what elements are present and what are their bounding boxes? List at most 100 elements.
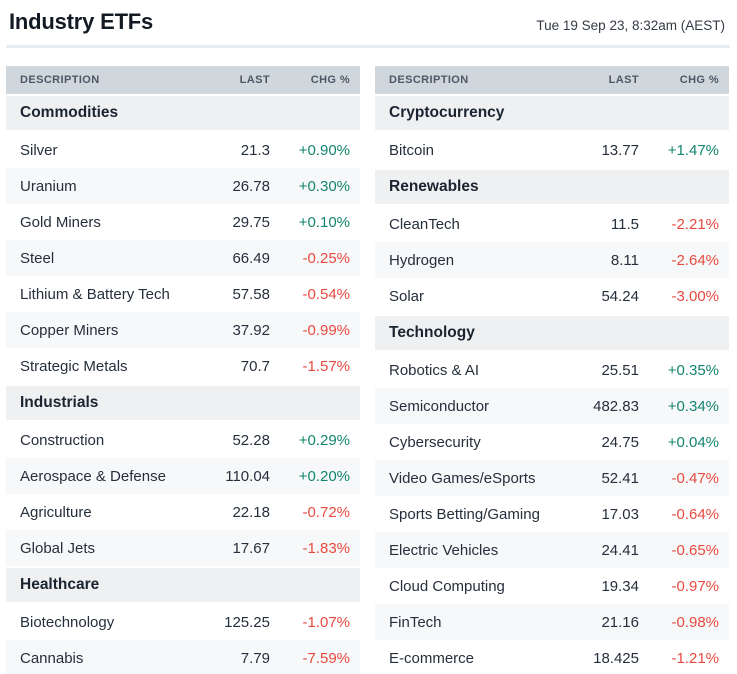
etf-description: Hydrogen: [389, 251, 455, 269]
etf-description: Cannabis: [20, 649, 84, 667]
etf-last-value: 11.5: [610, 215, 639, 233]
etf-row[interactable]: Cybersecurity 24.75 +0.04%: [375, 424, 729, 460]
etf-row[interactable]: E-commerce 18.425 -1.21%: [375, 640, 729, 674]
etf-change-percent: -0.72%: [302, 503, 350, 521]
etf-row[interactable]: Electric Vehicles 24.41 -0.65%: [375, 532, 729, 568]
section-label: Technology: [389, 324, 475, 341]
section-row: Healthcare: [6, 568, 360, 602]
etf-last-value: 7.79: [240, 649, 270, 667]
etf-change-percent: +0.35%: [667, 361, 719, 379]
column-header-description[interactable]: DESCRIPTION: [389, 74, 469, 86]
etf-change-percent: -0.64%: [671, 505, 719, 523]
etf-description: Global Jets: [20, 539, 96, 557]
etf-row[interactable]: Sports Betting/Gaming 17.03 -0.64%: [375, 496, 729, 532]
etf-row[interactable]: Strategic Metals 70.7 -1.57%: [6, 348, 360, 384]
etf-last-value: 54.24: [601, 287, 639, 305]
etf-last-value: 66.49: [232, 249, 270, 267]
section-label: Industrials: [20, 394, 99, 411]
etf-description: Cloud Computing: [389, 577, 505, 595]
etf-last-value: 21.3: [240, 141, 270, 159]
etf-row[interactable]: Solar 54.24 -3.00%: [375, 278, 729, 314]
etf-description: Gold Miners: [20, 213, 101, 231]
etf-description: CleanTech: [389, 215, 460, 233]
column-header-chg[interactable]: CHG %: [310, 74, 350, 86]
etf-change-percent: -3.00%: [671, 287, 719, 305]
etf-row[interactable]: Gold Miners 29.75 +0.10%: [6, 204, 360, 240]
etf-change-percent: +1.47%: [667, 141, 719, 159]
section-label: Cryptocurrency: [389, 104, 505, 121]
etf-change-percent: +0.10%: [298, 213, 350, 231]
etf-change-percent: -0.25%: [302, 249, 350, 267]
etf-description: Bitcoin: [389, 141, 435, 159]
etf-change-percent: -2.21%: [671, 215, 719, 233]
etf-change-percent: -0.47%: [671, 469, 719, 487]
section-label: Renewables: [389, 178, 479, 195]
etf-row[interactable]: Semiconductor 482.83 +0.34%: [375, 388, 729, 424]
etf-last-value: 52.41: [601, 469, 639, 487]
etf-row[interactable]: Hydrogen 8.11 -2.64%: [375, 242, 729, 278]
section-row: Technology: [375, 316, 729, 350]
column-header-description[interactable]: DESCRIPTION: [20, 74, 100, 86]
etf-last-value: 17.03: [601, 505, 639, 523]
table-body: Cryptocurrency Bitcoin 13.77 +1.47% Renewabl…: [375, 96, 729, 674]
etf-description: Robotics & AI: [389, 361, 480, 379]
etf-description: FinTech: [389, 613, 442, 631]
etf-description: Silver: [20, 141, 58, 159]
etf-row[interactable]: Copper Miners 37.92 -0.99%: [6, 312, 360, 348]
etf-row[interactable]: Cloud Computing 19.34 -0.97%: [375, 568, 729, 604]
etf-row[interactable]: Lithium & Battery Tech 57.58 -0.54%: [6, 276, 360, 312]
etf-row[interactable]: Agriculture 22.18 -0.72%: [6, 494, 360, 530]
etf-last-value: 25.51: [601, 361, 639, 379]
etf-change-percent: +0.90%: [298, 141, 350, 159]
etf-change-percent: +0.04%: [667, 433, 719, 451]
etf-row[interactable]: Aerospace & Defense 110.04 +0.20%: [6, 458, 360, 494]
etf-row[interactable]: CleanTech 11.5 -2.21%: [375, 206, 729, 242]
column-header-last[interactable]: LAST: [608, 74, 639, 86]
etf-change-percent: -0.54%: [302, 285, 350, 303]
etf-row[interactable]: Video Games/eSports 52.41 -0.47%: [375, 460, 729, 496]
etf-description: E-commerce: [389, 649, 475, 667]
column-header-last[interactable]: LAST: [239, 74, 270, 86]
etf-description: Sports Betting/Gaming: [389, 505, 540, 523]
etf-description: Steel: [20, 249, 55, 267]
page-title: Industry ETFs: [9, 9, 154, 34]
section-row: Industrials: [6, 386, 360, 420]
etf-description: Construction: [20, 431, 105, 449]
column-header-chg[interactable]: CHG %: [679, 74, 719, 86]
etf-description: Strategic Metals: [20, 357, 128, 375]
etf-change-percent: +0.30%: [298, 177, 350, 195]
etf-row[interactable]: Steel 66.49 -0.25%: [6, 240, 360, 276]
etf-description: Semiconductor: [389, 397, 490, 415]
etf-last-value: 125.25: [224, 613, 270, 631]
etf-row[interactable]: Bitcoin 13.77 +1.47%: [375, 132, 729, 168]
etf-row[interactable]: FinTech 21.16 -0.98%: [375, 604, 729, 640]
etf-change-percent: +0.29%: [298, 431, 350, 449]
etf-last-value: 70.7: [240, 357, 270, 375]
section-label: Commodities: [20, 104, 119, 121]
tables-container: DESCRIPTION LAST CHG % Commodities Silver…: [0, 48, 737, 674]
etf-row[interactable]: Uranium 26.78 +0.30%: [6, 168, 360, 204]
etf-change-percent: -7.59%: [302, 649, 350, 667]
etf-row[interactable]: Construction 52.28 +0.29%: [6, 422, 360, 458]
etf-row[interactable]: Biotechnology 125.25 -1.07%: [6, 604, 360, 640]
etf-row[interactable]: Robotics & AI 25.51 +0.35%: [375, 352, 729, 388]
etf-last-value: 29.75: [232, 213, 270, 231]
etf-row[interactable]: Silver 21.3 +0.90%: [6, 132, 360, 168]
etf-description: Agriculture: [20, 503, 92, 521]
datetime-label: Tue 19 Sep 23, 8:32am (AEST): [536, 18, 725, 33]
etf-table-right: DESCRIPTION LAST CHG % Cryptocurrency Bit…: [375, 66, 729, 674]
etf-last-value: 18.425: [593, 649, 639, 667]
etf-description: Copper Miners: [20, 321, 119, 339]
etf-description: Video Games/eSports: [389, 469, 536, 487]
etf-change-percent: -0.97%: [671, 577, 719, 595]
etf-last-value: 13.77: [601, 141, 639, 159]
etf-change-percent: -0.65%: [671, 541, 719, 559]
etf-last-value: 8.11: [610, 251, 639, 269]
etf-description: Electric Vehicles: [389, 541, 499, 559]
etf-row[interactable]: Global Jets 17.67 -1.83%: [6, 530, 360, 566]
etf-change-percent: +0.34%: [667, 397, 719, 415]
etf-change-percent: -1.57%: [302, 357, 350, 375]
etf-change-percent: -2.64%: [671, 251, 719, 269]
etf-row[interactable]: Cannabis 7.79 -7.59%: [6, 640, 360, 674]
etf-description: Aerospace & Defense: [20, 467, 166, 485]
